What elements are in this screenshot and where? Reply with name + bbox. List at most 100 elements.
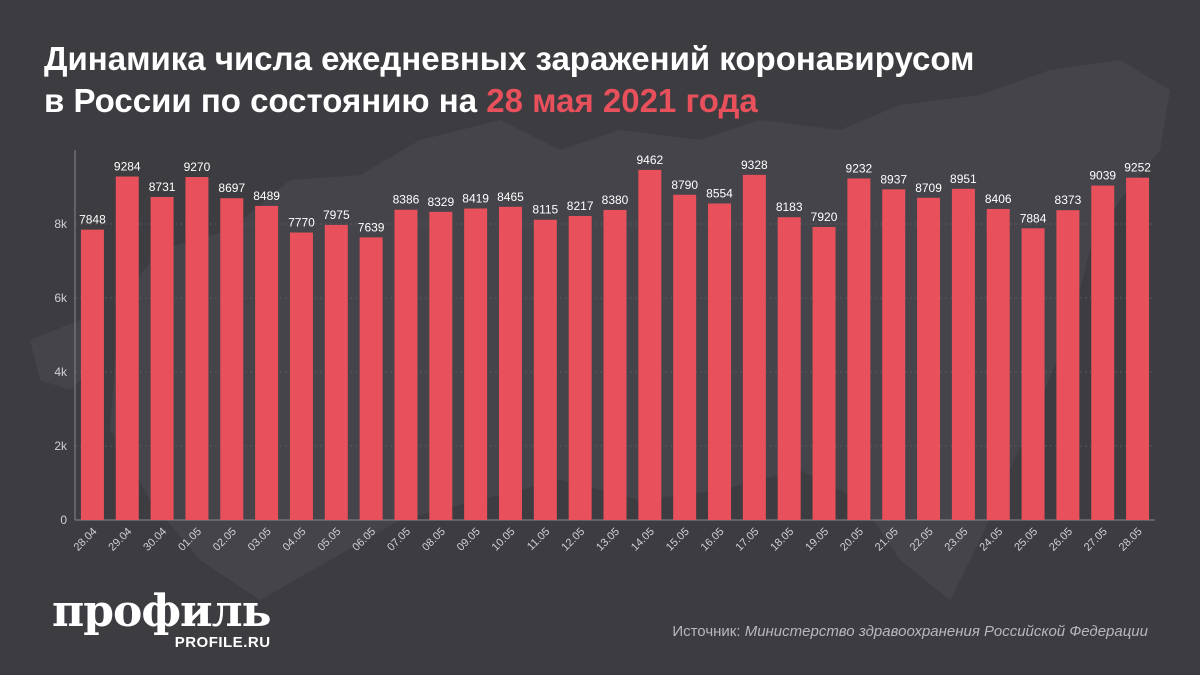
data-label: 9252 <box>1124 161 1151 175</box>
x-tick-label: 29.04 <box>106 526 134 554</box>
bar <box>150 196 174 520</box>
x-tick-label: 23.05 <box>943 526 971 554</box>
data-label: 8115 <box>532 203 558 217</box>
bar <box>917 197 941 520</box>
x-tick-label: 12.05 <box>559 526 587 554</box>
data-label: 8951 <box>950 172 977 186</box>
bar <box>638 169 662 520</box>
data-label: 9039 <box>1089 169 1116 183</box>
data-label: 8217 <box>567 199 594 213</box>
bar <box>220 198 244 520</box>
bar <box>185 177 209 520</box>
bar <box>951 188 975 521</box>
bar <box>777 217 801 520</box>
bar <box>812 226 836 520</box>
bar <box>464 208 488 520</box>
data-label: 8465 <box>497 190 524 204</box>
x-tick-label: 24.05 <box>977 526 1005 554</box>
bar <box>986 208 1010 520</box>
data-label: 8489 <box>253 189 280 203</box>
x-tick-layer: 28.04 29.04 30.04 01.05 02.05 03.05 04.05 05.05… <box>72 526 1145 554</box>
x-tick-label: 19.05 <box>803 526 831 554</box>
bar <box>429 211 453 520</box>
data-label: 7920 <box>811 210 838 224</box>
x-tick-label: 16.05 <box>699 526 727 554</box>
title-date-highlight: 28 мая 2021 года <box>486 82 758 119</box>
x-tick-label: 20.05 <box>838 526 866 554</box>
x-tick-label: 02.05 <box>211 526 239 554</box>
data-label: 8419 <box>462 191 489 205</box>
x-tick-label: 05.05 <box>315 526 343 554</box>
bar <box>359 237 383 520</box>
data-label: 9328 <box>741 158 768 172</box>
data-label: 8790 <box>671 178 698 192</box>
data-label: 8386 <box>393 193 420 207</box>
bar <box>673 194 697 520</box>
x-tick-label: 28.04 <box>72 526 100 554</box>
x-tick-label: 17.05 <box>734 526 762 554</box>
data-label: 8554 <box>706 187 733 201</box>
x-tick-label: 10.05 <box>490 526 518 554</box>
profile-logo: профиль <box>52 586 272 637</box>
bar <box>394 209 418 520</box>
title-line-1: Динамика числа ежедневных заражений коро… <box>44 40 975 77</box>
bar <box>255 205 279 521</box>
data-label-layer: 7848 9284 8731 9270 8697 8489 7770 7975 7639 8386… <box>79 153 1151 234</box>
x-tick-label: 06.05 <box>350 526 378 554</box>
bar <box>289 232 313 520</box>
data-label: 8937 <box>880 172 907 186</box>
data-label: 8406 <box>985 192 1012 206</box>
x-tick-label: 26.05 <box>1047 526 1075 554</box>
x-tick-label: 14.05 <box>629 526 657 554</box>
bar <box>1021 228 1045 521</box>
bar <box>708 203 732 520</box>
data-label: 8709 <box>915 181 942 195</box>
x-tick-label: 07.05 <box>385 526 413 554</box>
bar <box>568 215 592 520</box>
source-text: Министерство здравоохранения Российской … <box>744 623 1148 640</box>
data-label: 7975 <box>323 208 350 222</box>
x-tick-label: 03.05 <box>246 526 274 554</box>
y-tick-label: 0 <box>60 513 67 527</box>
data-label: 7848 <box>79 213 106 227</box>
x-tick-label: 15.05 <box>664 526 692 554</box>
profile-brand: профиль PROFILE.RU <box>52 586 272 652</box>
data-label: 8373 <box>1055 193 1082 207</box>
source-note: Источник: Министерство здравоохранения Р… <box>672 623 1148 640</box>
bar <box>324 224 348 521</box>
y-tick-label: 8k <box>54 217 68 231</box>
bar-layer <box>80 169 1150 521</box>
data-label: 8731 <box>149 180 176 194</box>
x-tick-label: 27.05 <box>1082 526 1110 554</box>
bar <box>742 174 766 520</box>
data-label: 7770 <box>288 216 315 230</box>
chart-title: Динамика числа ежедневных заражений коро… <box>44 38 1164 122</box>
x-tick-label: 08.05 <box>420 526 448 554</box>
bar <box>882 189 906 520</box>
bar <box>80 229 104 520</box>
data-label: 8329 <box>427 195 454 209</box>
data-label: 8697 <box>218 181 245 195</box>
x-tick-label: 09.05 <box>455 526 483 554</box>
bar <box>498 206 522 521</box>
y-tick-label: 4k <box>54 365 68 379</box>
title-line-2-prefix: в России по состоянию на <box>44 82 487 119</box>
x-tick-label: 13.05 <box>594 526 622 554</box>
bar <box>115 176 139 520</box>
x-tick-label: 21.05 <box>873 526 901 554</box>
data-label: 8380 <box>602 193 629 207</box>
y-tick-label: 2k <box>54 439 68 453</box>
x-tick-label: 25.05 <box>1012 526 1040 554</box>
x-tick-label: 01.05 <box>176 526 204 554</box>
x-tick-label: 11.05 <box>525 526 552 553</box>
source-label: Источник: <box>672 623 745 640</box>
x-tick-label: 30.04 <box>141 526 169 554</box>
data-label: 9270 <box>184 160 211 174</box>
bar <box>533 219 557 520</box>
data-label: 9284 <box>114 159 141 173</box>
bar <box>603 209 627 520</box>
y-tick-label: 6k <box>54 291 68 305</box>
profile-site: PROFILE.RU <box>174 634 271 651</box>
x-tick-label: 28.05 <box>1117 526 1145 554</box>
